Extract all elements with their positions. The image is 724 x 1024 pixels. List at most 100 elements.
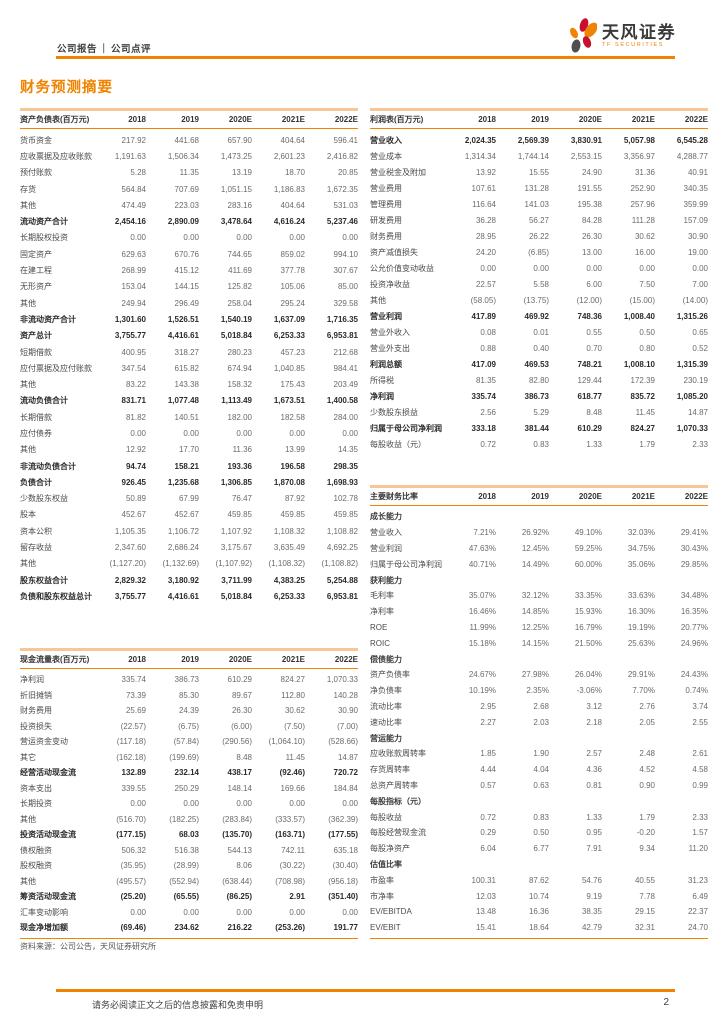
cell-value: 184.84 bbox=[333, 783, 358, 793]
table-row: 资本支出 339.55 250.29 148.14 169.66 184.84 bbox=[20, 781, 358, 797]
row-label: 资产负债率 bbox=[370, 670, 410, 680]
row-label: 营运资金变动 bbox=[20, 737, 68, 747]
cell-value: 47.63% bbox=[468, 543, 496, 553]
table-row: 存货周转率 4.44 4.04 4.36 4.52 4.58 bbox=[370, 762, 708, 778]
cell-value: 29.91% bbox=[627, 670, 655, 680]
table-row: 应付债券 0.00 0.00 0.00 0.00 0.00 bbox=[20, 425, 358, 441]
cell-value: 1,040.85 bbox=[273, 363, 305, 373]
cell-value: 0.00 bbox=[130, 233, 146, 243]
cell-value: 3,755.77 bbox=[114, 591, 146, 601]
table-row: 营运资金变动 (117.18) (57.84) (290.56) (1,064.10) (… bbox=[20, 734, 358, 750]
cell-value: 0.52 bbox=[692, 343, 708, 353]
page-title: 财务预测摘要 bbox=[20, 80, 113, 96]
cell-value: 610.29 bbox=[577, 423, 602, 433]
cell-value: 7.91 bbox=[586, 844, 602, 854]
table-row: 利润总额 417.09 469.53 748.21 1,008.10 1,315.39 bbox=[370, 356, 708, 372]
row-label: 营业税金及附加 bbox=[370, 167, 426, 177]
cell-value: 30.62 bbox=[284, 706, 305, 716]
cell-value: 0.65 bbox=[692, 327, 708, 337]
cell-value: 2,686.24 bbox=[167, 543, 199, 553]
table-row: 资产负债率 24.67% 27.98% 26.04% 29.91% 24.43% bbox=[370, 667, 708, 683]
table-row: 经营活动现金流 132.89 232.14 438.17 (92.46) 720.72 bbox=[20, 765, 358, 781]
cell-value: 459.85 bbox=[333, 510, 358, 520]
cell-value: 8.48 bbox=[236, 752, 252, 762]
row-label: 非流动资产合计 bbox=[20, 314, 76, 324]
row-label: 总资产周转率 bbox=[370, 780, 418, 790]
cell-value: 2.56 bbox=[480, 407, 496, 417]
cell-value: 191.77 bbox=[333, 923, 358, 933]
cell-value: 824.27 bbox=[280, 675, 305, 685]
cell-value: (57.84) bbox=[173, 737, 199, 747]
cell-value: 0.00 bbox=[183, 428, 199, 438]
table-row: 其他 (1,127.20) (1,132.69) (1,107.92) (1,108.3… bbox=[20, 556, 358, 572]
table-row: 筹资活动现金流 (25.20) (65.55) (86.25) 2.91 (351.40) bbox=[20, 889, 358, 905]
cell-value: -0.20 bbox=[636, 828, 655, 838]
table-row: 少数股东权益 50.89 67.99 76.47 87.92 102.78 bbox=[20, 491, 358, 507]
row-label: 成长能力 bbox=[370, 512, 402, 522]
row-label: 筹资活动现金流 bbox=[20, 892, 76, 902]
cell-value: 1,105.35 bbox=[114, 526, 146, 536]
cell-value: 0.00 bbox=[533, 263, 549, 273]
cell-value: 12.25% bbox=[521, 622, 549, 632]
cell-value: 1,716.35 bbox=[326, 314, 358, 324]
row-label: 负债合计 bbox=[20, 477, 52, 487]
cell-value: 85.00 bbox=[337, 282, 358, 292]
table-row: ROE 11.99% 12.25% 16.79% 19.19% 20.77% bbox=[370, 620, 708, 636]
cell-value: 1,744.14 bbox=[517, 151, 549, 161]
section-header-row: 估值比率 bbox=[370, 857, 708, 873]
cell-value: 11.99% bbox=[469, 622, 496, 632]
row-label: 营业收入 bbox=[370, 528, 402, 538]
row-label: 无形资产 bbox=[20, 282, 52, 292]
cell-value: 68.03 bbox=[178, 830, 199, 840]
cell-value: 835.72 bbox=[630, 391, 655, 401]
cell-value: 59.25% bbox=[574, 543, 602, 553]
cell-value: 340.35 bbox=[683, 183, 708, 193]
cell-value: (30.22) bbox=[279, 861, 305, 871]
table-row: 研发费用 36.28 56.27 84.28 111.28 157.09 bbox=[370, 212, 708, 228]
column-header: 2020E bbox=[578, 492, 602, 501]
table-row: 每股经营现金流 0.29 0.50 0.95 -0.20 1.57 bbox=[370, 825, 708, 841]
cell-value: 31.36 bbox=[634, 167, 655, 177]
row-label: 长期借款 bbox=[20, 412, 52, 422]
cell-value: 0.55 bbox=[586, 327, 602, 337]
row-label: 其他 bbox=[20, 298, 36, 308]
table-row: 营业费用 107.61 131.28 191.55 252.90 340.35 bbox=[370, 180, 708, 196]
cell-value: 15.55 bbox=[528, 167, 549, 177]
table-row: 预付账款 5.28 11.35 13.19 18.70 20.85 bbox=[20, 165, 358, 181]
table-row: 营业外支出 0.88 0.40 0.70 0.80 0.52 bbox=[370, 340, 708, 356]
cell-value: 359.99 bbox=[683, 199, 708, 209]
cell-value: 34.48% bbox=[680, 591, 708, 601]
table-row: 营业利润 417.89 469.92 748.36 1,008.40 1,315.26 bbox=[370, 308, 708, 324]
row-label: 留存收益 bbox=[20, 543, 52, 553]
table-header-row: 资产负债表(百万元) 2018 2019 2020E 2021E 2022E bbox=[20, 108, 358, 129]
row-label: 净利润 bbox=[370, 391, 394, 401]
cell-value: 141.03 bbox=[524, 199, 549, 209]
cell-value: 15.93% bbox=[574, 607, 602, 617]
report-type-label: 公司报告 bbox=[57, 44, 98, 55]
cell-value: 0.08 bbox=[480, 327, 496, 337]
table-row: 营业收入 7.21% 26.92% 49.10% 32.03% 29.41% bbox=[370, 525, 708, 541]
row-label: 市净率 bbox=[370, 891, 394, 901]
row-label: 每股收益 bbox=[370, 812, 402, 822]
table-row: 营业税金及附加 13.92 15.55 24.90 31.36 40.91 bbox=[370, 164, 708, 180]
row-label: EV/EBITDA bbox=[370, 907, 412, 917]
cell-value: 0.63 bbox=[533, 780, 549, 790]
cell-value: 11.35 bbox=[179, 168, 199, 178]
cell-value: 635.18 bbox=[333, 845, 358, 855]
row-label: 应付票据及应付账款 bbox=[20, 363, 92, 373]
cell-value: 7.50 bbox=[639, 279, 655, 289]
cell-value: 707.69 bbox=[174, 184, 199, 194]
cell-value: 257.96 bbox=[630, 199, 655, 209]
table-row: 在建工程 268.99 415.12 411.69 377.78 307.67 bbox=[20, 262, 358, 278]
cell-value: 474.49 bbox=[121, 200, 146, 210]
cell-value: 1.33 bbox=[586, 439, 602, 449]
cell-value: 60.00% bbox=[574, 559, 602, 569]
cell-value: 24.20 bbox=[475, 247, 496, 257]
cell-value: 0.81 bbox=[586, 780, 602, 790]
row-label: 股本 bbox=[20, 510, 36, 520]
row-label: ROE bbox=[370, 622, 388, 632]
cell-value: 1.33 bbox=[586, 812, 602, 822]
cell-value: 12.03 bbox=[475, 891, 496, 901]
row-label: 利润总额 bbox=[370, 359, 402, 369]
cell-value: (13.75) bbox=[523, 295, 549, 305]
